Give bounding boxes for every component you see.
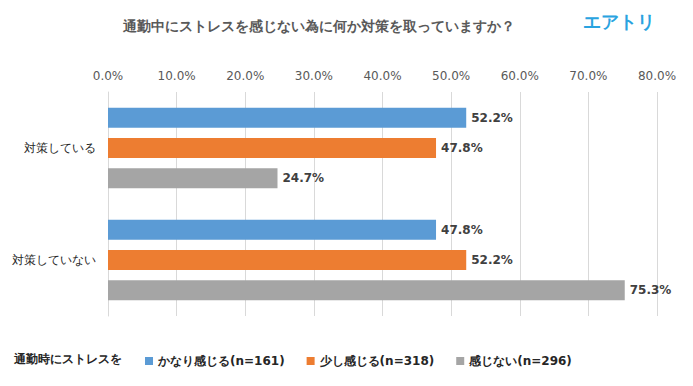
svg-text:80.0%: 80.0% [638,69,676,83]
svg-text:50.0%: 50.0% [432,69,470,83]
svg-text:30.0%: 30.0% [295,69,333,83]
svg-text:通勤中にストレスを感じない為に何か対策を取っていますか？: 通勤中にストレスを感じない為に何か対策を取っていますか？ [122,18,515,34]
svg-text:75.3%: 75.3% [630,283,672,297]
svg-text:60.0%: 60.0% [501,69,539,83]
svg-text:少し感じる(n=318): 少し感じる(n=318) [319,354,435,368]
svg-text:52.2%: 52.2% [471,253,513,267]
svg-text:かなり感じる(n=161): かなり感じる(n=161) [157,354,285,368]
svg-text:エアトリ: エアトリ [583,11,655,32]
svg-text:10.0%: 10.0% [158,69,196,83]
svg-text:対策していない: 対策していない [12,253,96,267]
svg-text:20.0%: 20.0% [226,69,264,83]
svg-text:70.0%: 70.0% [569,69,607,83]
svg-text:感じない(n=296): 感じない(n=296) [468,354,572,368]
svg-text:47.8%: 47.8% [441,223,483,237]
svg-text:52.2%: 52.2% [471,111,513,125]
svg-text:対策している: 対策している [24,141,96,155]
svg-text:通勤時にストレスを: 通勤時にストレスを [13,352,122,366]
svg-text:47.8%: 47.8% [441,141,483,155]
svg-text:0.0%: 0.0% [93,69,124,83]
svg-text:24.7%: 24.7% [283,171,325,185]
svg-text:40.0%: 40.0% [363,69,401,83]
